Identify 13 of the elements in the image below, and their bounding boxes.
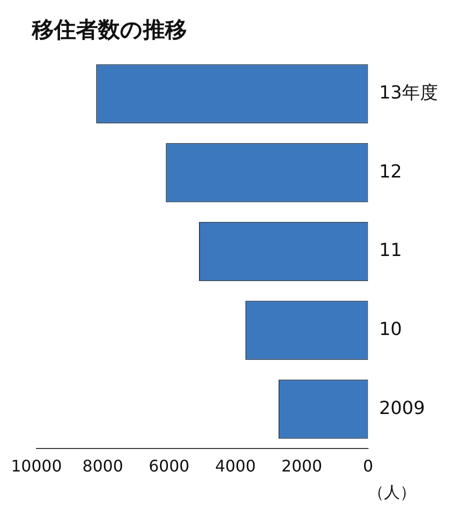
x-axis-title: （人） [368,482,416,502]
x-tick-label: 4000 [215,456,256,476]
x-tick-label: 0 [363,456,374,476]
y-tick-label: 10 [379,319,402,340]
y-tick-label: 12 [379,161,402,182]
x-tick-label: 10000 [10,456,62,476]
chart-title: 移住者数の推移 [31,18,187,43]
x-tick-label: 6000 [148,456,190,476]
y-tick-label: 2009 [379,398,425,419]
x-tick-label: 8000 [82,456,124,476]
x-tick-label: 2000 [281,456,322,476]
y-tick-label: 11 [379,240,402,262]
y-tick-label: 13年度 [379,82,438,104]
